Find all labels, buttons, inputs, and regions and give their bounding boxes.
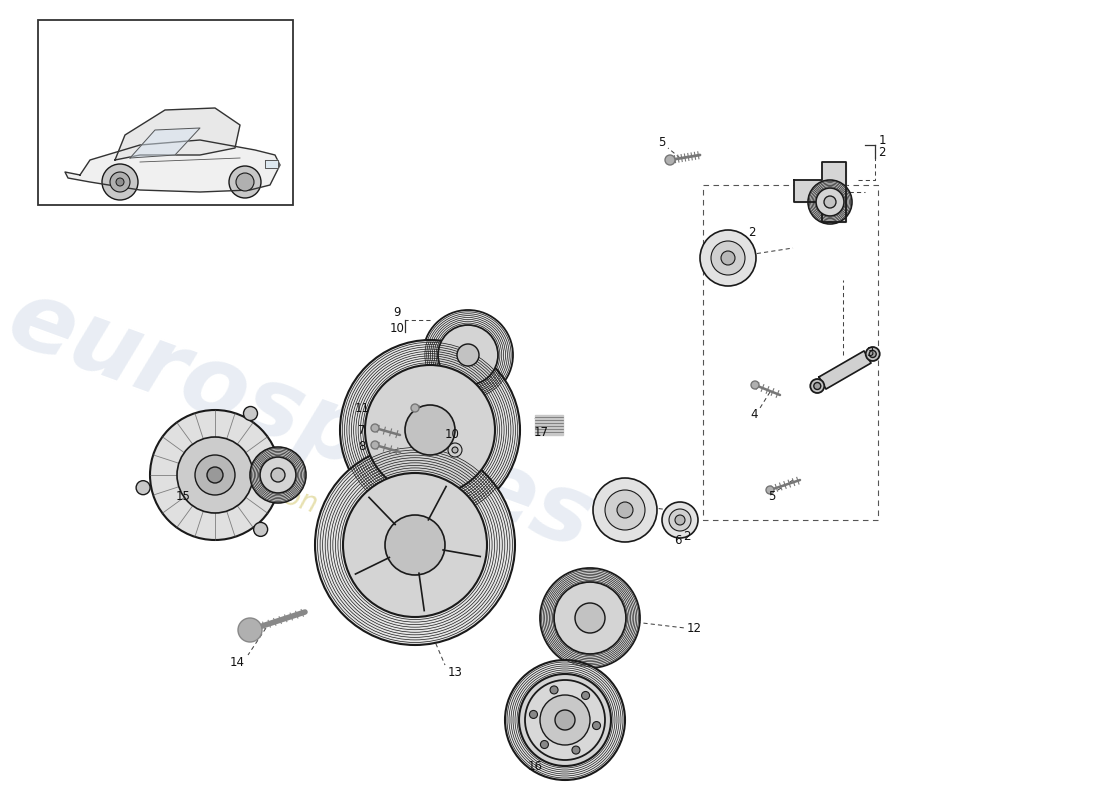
Circle shape xyxy=(136,481,150,494)
Circle shape xyxy=(365,365,495,495)
Text: 17: 17 xyxy=(534,426,549,439)
Circle shape xyxy=(617,502,632,518)
Circle shape xyxy=(271,468,285,482)
Circle shape xyxy=(238,618,262,642)
Circle shape xyxy=(250,447,306,503)
Circle shape xyxy=(236,173,254,191)
Circle shape xyxy=(254,522,267,536)
Circle shape xyxy=(443,438,468,462)
Text: 5: 5 xyxy=(768,490,776,503)
Text: 2: 2 xyxy=(683,530,691,543)
Polygon shape xyxy=(130,128,200,158)
Circle shape xyxy=(448,443,462,457)
Circle shape xyxy=(811,379,824,393)
Text: 2: 2 xyxy=(748,226,756,238)
Text: 1: 1 xyxy=(878,134,886,146)
Circle shape xyxy=(869,350,877,358)
Circle shape xyxy=(260,457,296,493)
Circle shape xyxy=(340,340,520,520)
Circle shape xyxy=(343,473,487,617)
Circle shape xyxy=(371,441,380,449)
Text: 13: 13 xyxy=(448,666,462,678)
Text: 11: 11 xyxy=(354,402,370,414)
Circle shape xyxy=(669,509,691,531)
Circle shape xyxy=(243,406,257,421)
Circle shape xyxy=(405,405,455,455)
Text: 16: 16 xyxy=(528,759,542,773)
Circle shape xyxy=(195,455,235,495)
Circle shape xyxy=(700,230,756,286)
Circle shape xyxy=(540,568,640,668)
Circle shape xyxy=(110,172,130,192)
Circle shape xyxy=(662,502,698,538)
Circle shape xyxy=(519,674,610,766)
Polygon shape xyxy=(116,108,240,160)
Text: eurospares: eurospares xyxy=(0,271,605,569)
Circle shape xyxy=(505,660,625,780)
Text: 10: 10 xyxy=(389,322,405,334)
Text: 4: 4 xyxy=(750,407,758,421)
Circle shape xyxy=(411,404,419,412)
Circle shape xyxy=(866,347,880,361)
Text: 5: 5 xyxy=(658,135,666,149)
Circle shape xyxy=(315,445,515,645)
Circle shape xyxy=(550,686,558,694)
Circle shape xyxy=(675,515,685,525)
Bar xyxy=(703,185,878,520)
Polygon shape xyxy=(65,140,280,192)
Bar xyxy=(39,20,293,205)
Circle shape xyxy=(438,325,498,385)
Circle shape xyxy=(575,603,605,633)
Circle shape xyxy=(556,710,575,730)
Circle shape xyxy=(814,382,821,390)
Text: 10: 10 xyxy=(444,429,460,442)
Circle shape xyxy=(766,486,774,494)
Polygon shape xyxy=(820,351,871,389)
Circle shape xyxy=(424,310,513,400)
Circle shape xyxy=(116,178,124,186)
Circle shape xyxy=(824,196,836,208)
Circle shape xyxy=(816,188,844,216)
Text: 15: 15 xyxy=(176,490,190,503)
Polygon shape xyxy=(265,160,278,168)
Circle shape xyxy=(150,410,280,540)
Circle shape xyxy=(102,164,138,200)
Circle shape xyxy=(385,515,446,575)
Circle shape xyxy=(540,695,590,745)
Circle shape xyxy=(666,155,675,165)
Circle shape xyxy=(525,680,605,760)
Text: a passion since 1985: a passion since 1985 xyxy=(187,451,473,569)
Circle shape xyxy=(605,490,645,530)
Circle shape xyxy=(572,746,580,754)
Text: 7: 7 xyxy=(359,423,365,437)
Circle shape xyxy=(554,582,626,654)
Circle shape xyxy=(808,180,852,224)
Text: 2: 2 xyxy=(878,146,886,158)
Circle shape xyxy=(751,381,759,389)
Text: 3: 3 xyxy=(867,346,873,358)
Polygon shape xyxy=(794,162,846,222)
Text: 14: 14 xyxy=(230,657,244,670)
Circle shape xyxy=(371,424,380,432)
Circle shape xyxy=(540,741,549,749)
Circle shape xyxy=(593,478,657,542)
Text: 6: 6 xyxy=(674,534,682,546)
Circle shape xyxy=(452,447,458,453)
Circle shape xyxy=(456,344,478,366)
Circle shape xyxy=(207,467,223,483)
Circle shape xyxy=(177,437,253,513)
Circle shape xyxy=(582,691,590,699)
Circle shape xyxy=(529,710,538,718)
Circle shape xyxy=(229,166,261,198)
Bar xyxy=(535,415,563,435)
Text: 12: 12 xyxy=(686,622,702,634)
Circle shape xyxy=(711,241,745,275)
Circle shape xyxy=(593,722,601,730)
Circle shape xyxy=(720,251,735,265)
Text: 9: 9 xyxy=(394,306,400,319)
Text: 8: 8 xyxy=(359,441,365,454)
